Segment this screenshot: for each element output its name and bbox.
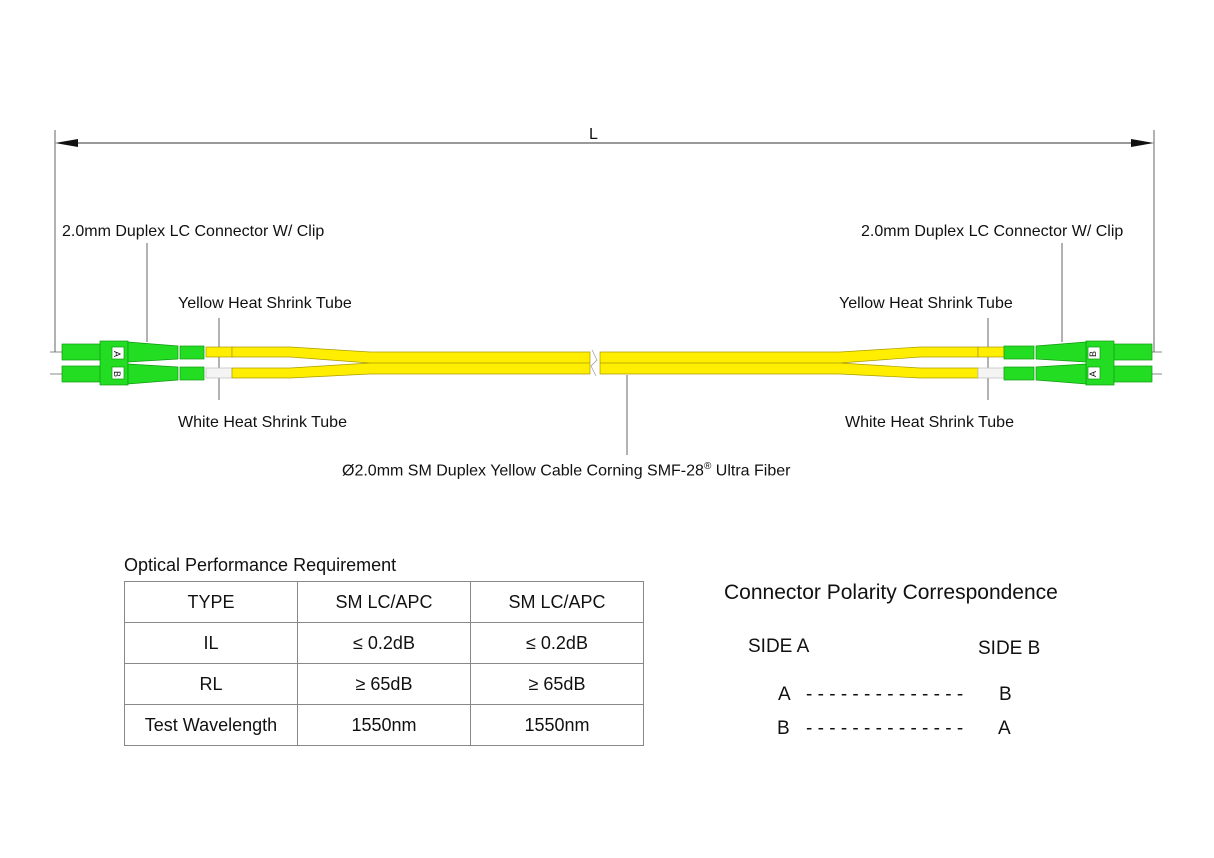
cell: ≥ 65dB <box>297 663 471 705</box>
connector-mark-left-bottom: B <box>112 370 123 378</box>
polarity-dashes-1: - - - - - - - - - - - - - - <box>806 684 964 705</box>
cable-spec: Ø2.0mm SM Duplex Yellow Cable Corning SM… <box>342 462 704 480</box>
side-a-label: SIDE A <box>748 636 810 657</box>
polarity-dashes-2: - - - - - - - - - - - - - - <box>806 718 964 739</box>
polarity-b2: A <box>998 718 1011 739</box>
connector-mark-left-top: A <box>112 350 123 358</box>
length-label: L <box>589 126 598 143</box>
polarity-a1: A <box>778 684 791 705</box>
cable-fiber: Ultra Fiber <box>711 462 791 480</box>
side-b-label: SIDE B <box>978 638 1041 659</box>
white-tube-left-label: White Heat Shrink Tube <box>178 414 347 431</box>
cell: IL <box>124 622 298 664</box>
polarity-title: Connector Polarity Correspondence <box>724 581 1058 604</box>
dimension-line-L <box>55 139 1154 147</box>
cell: ≤ 0.2dB <box>470 622 644 664</box>
leader-lines <box>54 130 1155 455</box>
cell: ≥ 65dB <box>470 663 644 705</box>
connector-right-label: 2.0mm Duplex LC Connector W/ Clip <box>861 223 1124 240</box>
table-row: TYPE SM LC/APC SM LC/APC <box>124 581 644 623</box>
cell: TYPE <box>124 581 298 623</box>
table-row: Test Wavelength 1550nm 1550nm <box>124 704 644 746</box>
cable-label: Ø2.0mm SM Duplex Yellow Cable Corning SM… <box>342 461 790 480</box>
polarity-b1: B <box>999 684 1012 705</box>
table-row: IL ≤ 0.2dB ≤ 0.2dB <box>124 622 644 664</box>
cell: RL <box>124 663 298 705</box>
cell: 1550nm <box>297 704 471 746</box>
connector-mark-right-top: B <box>1088 350 1099 358</box>
cell: ≤ 0.2dB <box>297 622 471 664</box>
yellow-tube-left-label: Yellow Heat Shrink Tube <box>178 295 352 312</box>
connector-right <box>1003 340 1162 386</box>
connector-left <box>50 340 205 386</box>
table-row: RL ≥ 65dB ≥ 65dB <box>124 663 644 705</box>
cell: SM LC/APC <box>297 581 471 623</box>
polarity-a2: B <box>777 718 790 739</box>
table-title: Optical Performance Requirement <box>124 555 397 575</box>
optical-performance-table: TYPE SM LC/APC SM LC/APC IL ≤ 0.2dB ≤ 0.2dB … <box>124 581 644 746</box>
connector-left-label: 2.0mm Duplex LC Connector W/ Clip <box>62 223 325 240</box>
registered-mark: ® <box>703 461 712 472</box>
cell: SM LC/APC <box>470 581 644 623</box>
connector-mark-right-bottom: A <box>1088 370 1099 378</box>
cell: 1550nm <box>470 704 644 746</box>
white-tube-right-label: White Heat Shrink Tube <box>845 414 1014 431</box>
yellow-tube-right-label: Yellow Heat Shrink Tube <box>839 295 1013 312</box>
cable <box>205 346 1005 379</box>
cell: Test Wavelength <box>124 704 298 746</box>
